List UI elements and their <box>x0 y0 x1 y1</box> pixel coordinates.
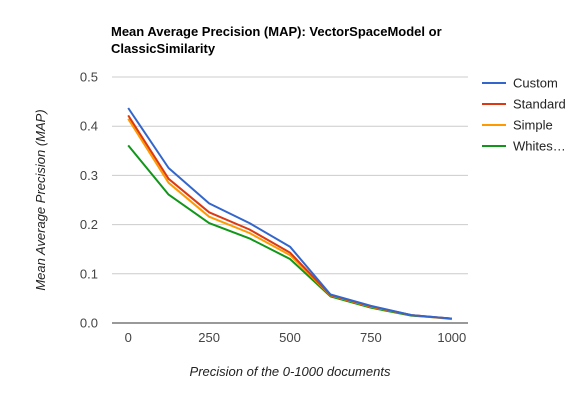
series-line-custom <box>127 107 452 320</box>
legend-label: Standard <box>513 97 566 112</box>
legend-label: Custom <box>513 76 558 91</box>
chart-title-line-1: Mean Average Precision (MAP): VectorSpac… <box>111 24 442 39</box>
legend-label: Whites… <box>513 139 566 154</box>
y-axis-ticks: 0.0 0.1 0.2 0.3 0.4 0.5 <box>80 70 98 331</box>
series-line-simple <box>127 118 452 321</box>
x-tick-label: 500 <box>279 330 301 345</box>
y-tick-label: 0.0 <box>80 316 98 331</box>
x-tick-label: 250 <box>198 330 220 345</box>
chart-title-line-2: ClassicSimilarity <box>111 41 216 56</box>
y-tick-label: 0.1 <box>80 266 98 281</box>
legend-label: Simple <box>513 118 553 133</box>
series-line-whites <box>127 144 452 320</box>
y-tick-label: 0.4 <box>80 119 98 134</box>
y-tick-label: 0.3 <box>80 168 98 183</box>
y-tick-label: 0.2 <box>80 217 98 232</box>
x-tick-label: 0 <box>125 330 132 345</box>
x-tick-label: 750 <box>360 330 382 345</box>
x-axis-ticks: 0 250 500 750 1000 <box>125 330 467 345</box>
gridlines <box>112 76 468 324</box>
x-tick-label: 1000 <box>437 330 466 345</box>
x-axis-title: Precision of the 0-1000 documents <box>190 364 391 379</box>
series-line-standard <box>127 114 452 320</box>
legend: Custom Standard Simple Whites… <box>482 76 566 154</box>
y-tick-label: 0.5 <box>80 70 98 85</box>
chart-title: Mean Average Precision (MAP): VectorSpac… <box>111 24 442 56</box>
y-axis-title: Mean Average Precision (MAP) <box>33 109 48 290</box>
series-lines <box>127 107 452 321</box>
